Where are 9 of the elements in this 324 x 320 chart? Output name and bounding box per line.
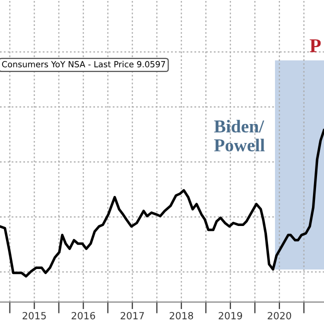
x-tick-label: 2015 xyxy=(22,312,46,320)
x-tick-label: 2018 xyxy=(170,312,194,320)
annotation: Biden/ Powell xyxy=(214,120,265,152)
text: Consumers YoY NSA - Last Price 9.0597 xyxy=(2,60,166,68)
x-tick-label: 2016 xyxy=(72,312,96,320)
text: P xyxy=(310,39,321,52)
x-tick-label: 2020 xyxy=(268,312,292,320)
x-tick-label: 2017 xyxy=(120,312,144,320)
x-tick-label: 2019 xyxy=(218,312,242,320)
